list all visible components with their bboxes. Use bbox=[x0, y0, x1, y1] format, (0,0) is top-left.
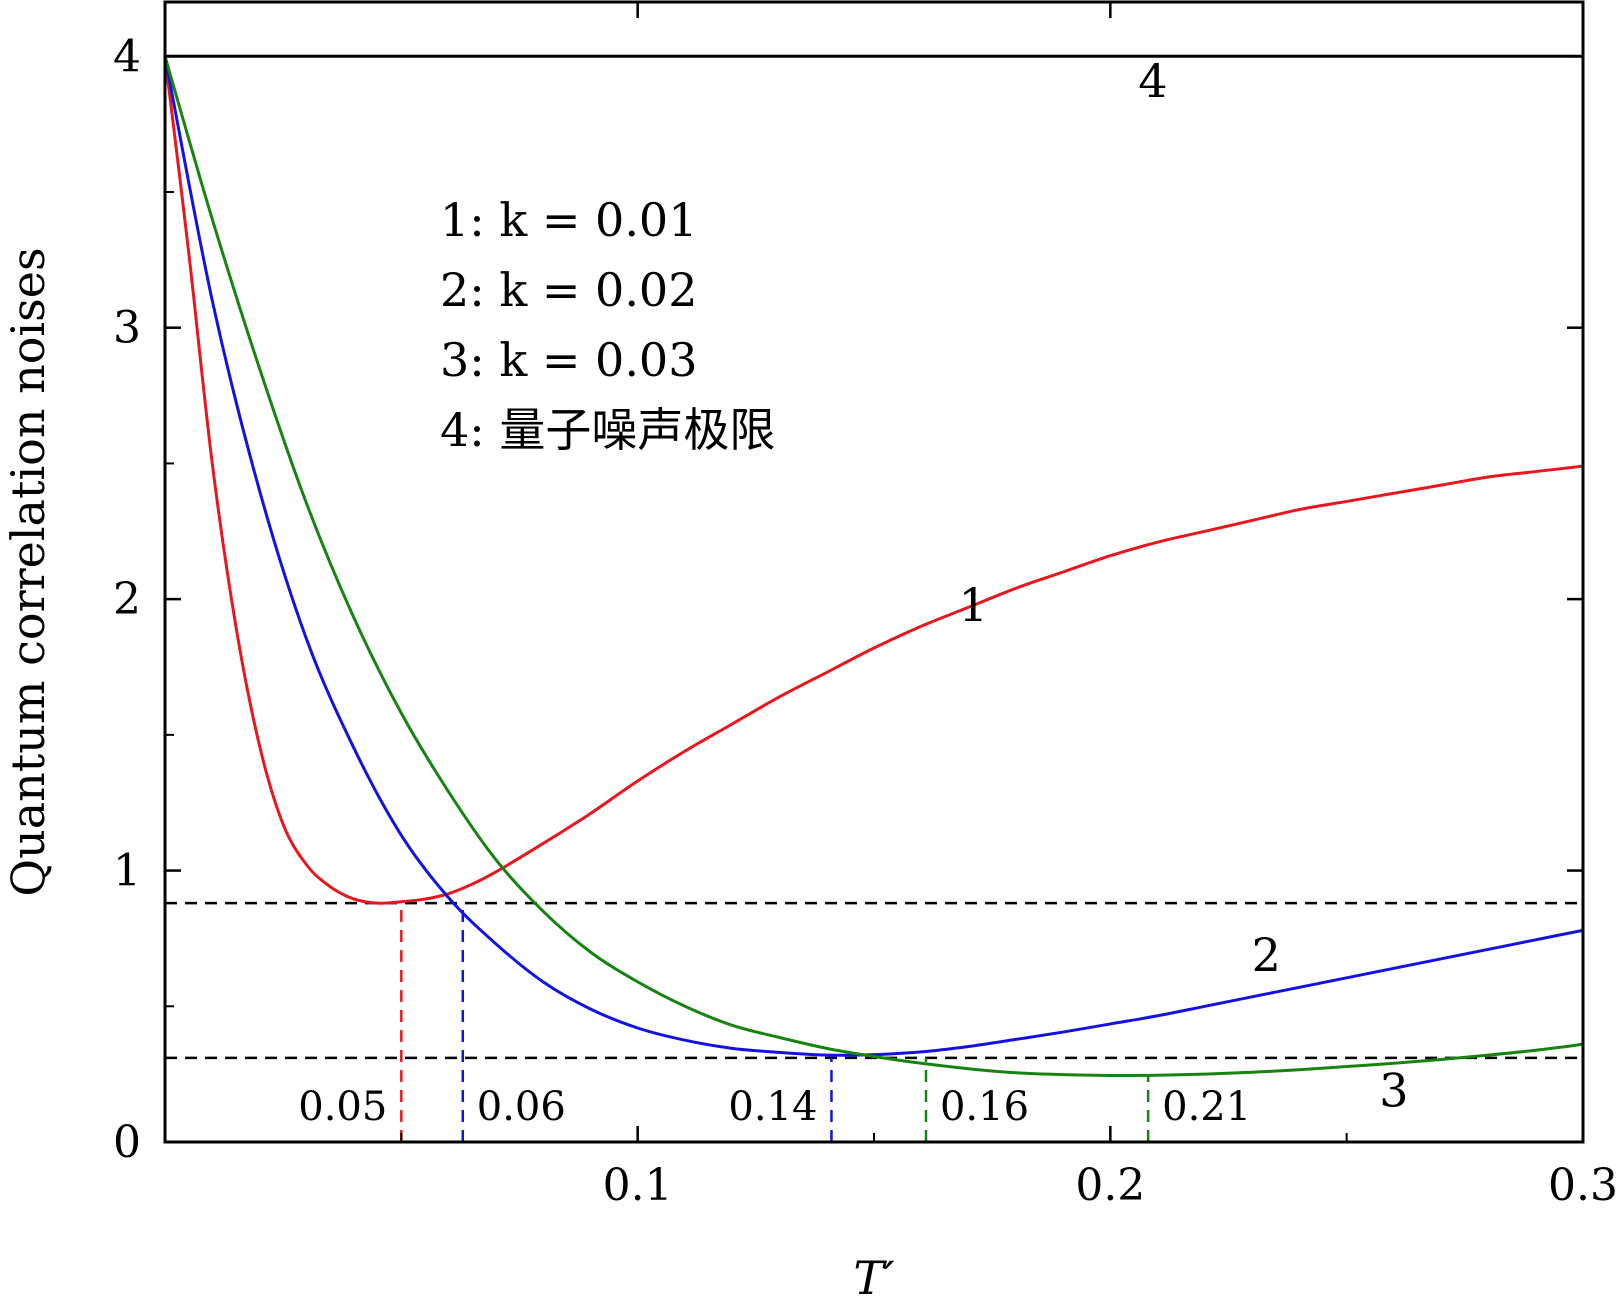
y-tick-label: 3 bbox=[113, 303, 141, 354]
y-tick-label: 1 bbox=[113, 846, 141, 897]
x-axis-title: T′ bbox=[853, 1251, 895, 1305]
series-curves bbox=[165, 54, 1583, 1078]
reference-value-label: 0.05 bbox=[298, 1084, 387, 1130]
y-tick-label: 0 bbox=[113, 1117, 141, 1168]
legend-entry-1: 1: k = 0.01 bbox=[440, 193, 697, 247]
plot-frame bbox=[163, 0, 1585, 1144]
series-line-1 bbox=[165, 56, 1583, 905]
series-line-3 bbox=[165, 55, 1583, 1078]
x-tick-label: 0.2 bbox=[1075, 1160, 1145, 1211]
x-tick-label: 0.1 bbox=[603, 1160, 673, 1211]
y-axis-title: Quantum correlation noises bbox=[1, 247, 55, 896]
curve-label-3: 3 bbox=[1379, 1064, 1408, 1118]
reference-value-label: 0.21 bbox=[1162, 1084, 1251, 1130]
curve-label-2: 2 bbox=[1252, 928, 1281, 982]
curve-labels: 1 2 3 4 bbox=[959, 54, 1409, 1118]
reference-value-label: 0.16 bbox=[940, 1084, 1029, 1130]
curve-label-4: 4 bbox=[1138, 54, 1167, 108]
reference-value-label: 0.06 bbox=[477, 1084, 566, 1130]
curve-label-1: 1 bbox=[959, 578, 988, 632]
legend: 1: k = 0.01 2: k = 0.02 3: k = 0.03 4: 量子噪声… bbox=[440, 193, 775, 457]
legend-entry-2: 2: k = 0.02 bbox=[440, 263, 697, 317]
y-tick-label: 4 bbox=[113, 31, 141, 82]
y-tick-label: 2 bbox=[113, 574, 141, 625]
plot-background bbox=[165, 2, 1583, 1142]
reference-value-label: 0.14 bbox=[728, 1084, 817, 1130]
legend-entry-3: 3: k = 0.03 bbox=[440, 333, 697, 387]
reference-labels: 0.05 0.06 0.14 0.16 0.21 bbox=[298, 1084, 1251, 1130]
legend-entry-4: 4: 量子噪声极限 bbox=[440, 403, 775, 457]
axis-ticks: 0.1 0.2 0.3 0 1 2 3 4 bbox=[113, 2, 1618, 1211]
x-tick-label: 0.3 bbox=[1548, 1160, 1618, 1211]
series-line-2 bbox=[165, 56, 1583, 1057]
